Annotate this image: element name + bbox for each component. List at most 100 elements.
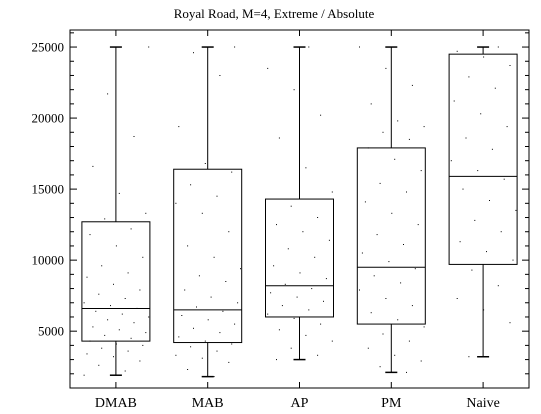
- data-point: [231, 343, 233, 345]
- data-point: [450, 160, 452, 162]
- data-point: [145, 212, 147, 214]
- data-point: [92, 165, 94, 167]
- data-point: [92, 326, 94, 328]
- data-point: [296, 296, 298, 298]
- data-point: [142, 344, 144, 346]
- data-point: [113, 283, 114, 285]
- data-point: [299, 272, 301, 274]
- data-point: [308, 309, 310, 311]
- data-point: [489, 200, 490, 201]
- data-point: [101, 265, 103, 267]
- data-point: [118, 192, 120, 194]
- chart-title: Royal Road, M=4, Extreme / Absolute: [174, 6, 375, 21]
- data-point: [506, 126, 508, 128]
- data-point: [411, 305, 413, 307]
- data-point: [462, 188, 464, 190]
- data-point: [175, 354, 177, 356]
- data-point: [477, 170, 479, 172]
- data-point: [184, 289, 186, 291]
- data-point: [231, 171, 233, 173]
- data-point: [497, 46, 499, 48]
- data-point: [101, 347, 103, 349]
- data-point: [190, 184, 192, 186]
- iqr-box: [265, 198, 334, 318]
- data-point: [367, 347, 369, 349]
- data-point: [228, 231, 230, 233]
- data-point: [397, 120, 399, 122]
- data-point: [196, 306, 197, 308]
- data-point: [216, 350, 218, 352]
- data-point: [287, 248, 289, 250]
- data-point: [201, 357, 203, 359]
- data-point: [115, 245, 117, 247]
- data-point: [121, 313, 123, 315]
- data-point: [213, 376, 215, 378]
- y-tick-label: 15000: [32, 182, 65, 197]
- data-point: [459, 241, 461, 243]
- data-point: [190, 346, 192, 348]
- data-point: [382, 333, 384, 335]
- data-point: [397, 319, 399, 321]
- y-tick-label: 10000: [32, 253, 65, 268]
- data-point: [270, 292, 272, 294]
- data-point: [89, 234, 91, 236]
- data-point: [98, 293, 100, 295]
- data-point: [483, 56, 485, 58]
- data-point: [400, 282, 402, 284]
- data-point: [293, 317, 295, 319]
- data-point: [503, 178, 505, 180]
- data-point: [453, 100, 455, 102]
- data-point: [364, 201, 366, 203]
- data-point: [267, 313, 269, 315]
- data-point: [124, 370, 126, 372]
- data-point: [113, 356, 114, 358]
- data-point: [391, 212, 393, 214]
- x-category-label: MAB: [192, 396, 224, 411]
- data-point: [420, 170, 422, 172]
- data-point: [512, 259, 514, 261]
- data-point: [311, 288, 313, 290]
- data-point: [213, 256, 215, 258]
- data-point: [331, 340, 333, 342]
- data-point: [370, 103, 372, 105]
- x-category-label: PM: [381, 396, 402, 411]
- data-point: [359, 289, 360, 291]
- data-point: [456, 298, 458, 299]
- data-point: [228, 361, 230, 363]
- data-point: [317, 217, 319, 218]
- data-point: [201, 212, 203, 214]
- data-point: [509, 65, 511, 66]
- data-point: [216, 195, 218, 197]
- boxes-layer: [81, 46, 518, 378]
- data-point: [456, 50, 458, 52]
- data-point: [98, 364, 100, 366]
- data-point: [474, 219, 476, 221]
- data-point: [406, 371, 407, 373]
- data-point: [408, 138, 410, 140]
- data-point: [178, 336, 180, 338]
- data-point: [314, 256, 316, 258]
- data-point: [361, 252, 363, 254]
- data-point: [145, 332, 147, 334]
- data-point: [219, 75, 221, 76]
- y-tick-label: 5000: [38, 324, 64, 339]
- data-point: [104, 334, 106, 336]
- data-point: [302, 231, 304, 233]
- data-point: [394, 354, 396, 356]
- data-point: [385, 67, 387, 69]
- data-point: [240, 268, 241, 270]
- y-tick-label: 25000: [32, 40, 65, 55]
- data-point: [414, 268, 416, 270]
- data-point: [325, 278, 327, 280]
- data-point: [388, 261, 390, 263]
- data-point: [187, 369, 189, 370]
- data-point: [142, 256, 144, 258]
- y-axis: 5000 10000 15000 20000 25000: [32, 32, 529, 375]
- x-category-label: Naive: [466, 396, 499, 411]
- data-point: [204, 163, 206, 164]
- data-point: [276, 359, 277, 361]
- data-point: [486, 251, 487, 253]
- data-point: [273, 265, 275, 267]
- box-dmab: [81, 46, 151, 376]
